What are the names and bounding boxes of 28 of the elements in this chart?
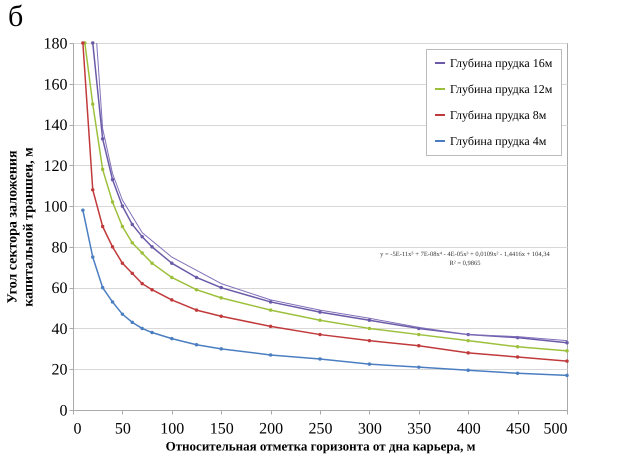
- y-tick-label: 80: [52, 239, 68, 256]
- legend-label: Глубина прудка 16м: [450, 56, 553, 70]
- legend-label: Глубина прудка 4м: [450, 134, 547, 148]
- x-tick-label: 0: [74, 420, 82, 438]
- x-tick-label: 150: [210, 420, 234, 438]
- y-tick-label: 20: [52, 362, 68, 379]
- x-tick-label: 250: [308, 420, 332, 438]
- y-tick-label: 120: [44, 158, 68, 175]
- text: б: [8, 0, 24, 34]
- x-tick-label: 50: [114, 420, 131, 438]
- x-tick-label: 400: [456, 420, 481, 438]
- x-tick-label: 100: [160, 420, 184, 438]
- y-tick-label: 40: [52, 320, 68, 338]
- legend-label: Глубина прудка 12м: [450, 82, 553, 96]
- y-tick-label: 160: [44, 76, 68, 94]
- y-tick-label: 140: [44, 117, 68, 134]
- x-tick-label: 500: [544, 420, 568, 438]
- y-axis-title: Угол сектора заложения капитальной траншеи, м: [6, 146, 36, 307]
- y-tick-label: 60: [52, 280, 68, 298]
- legend-label: Глубина прудка 8м: [450, 108, 547, 122]
- x-tick-label: 300: [358, 420, 382, 438]
- y-tick-label: 0: [60, 402, 68, 420]
- x-axis-title: Относительная отметка горизонта от дна карьера, м: [166, 438, 476, 454]
- y-tick-label: 100: [44, 198, 68, 216]
- x-tick-label: 450: [506, 420, 530, 438]
- y-tick-label: 180: [44, 36, 68, 52]
- x-tick-label: 350: [407, 420, 432, 438]
- x-tick-label: 200: [259, 420, 284, 438]
